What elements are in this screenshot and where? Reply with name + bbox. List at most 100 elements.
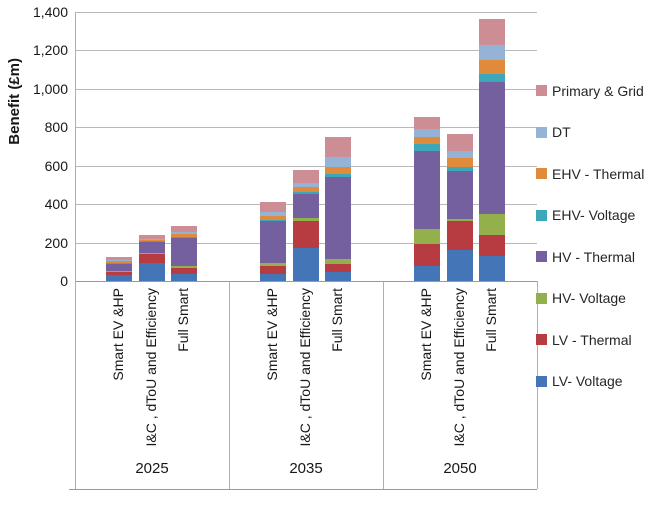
bar-segment-2050-i-c-dtou-and-efficiency-lv-thermal	[446, 221, 473, 250]
bar-segment-2050-full-smart-lv-thermal	[479, 234, 505, 256]
legend-swatch-ehv-thermal-icon	[536, 168, 547, 180]
bar-segment-2025-full-smart-primary-grid	[171, 226, 197, 232]
bar-segment-2025-full-smart-hv-voltage	[171, 266, 197, 268]
bar-segment-2025-full-smart-lv-thermal	[171, 267, 197, 275]
bar-segment-2050-smart-ev-hp-lv-thermal	[414, 244, 440, 266]
legend-swatch-hv-voltage-icon	[536, 292, 547, 304]
y-tick-label: 1,400	[32, 4, 68, 20]
bar-segment-2050-i-c-dtou-and-efficiency-ehv-thermal	[446, 157, 473, 168]
x-category-label-i-c-dtou-and-efficiency: I&C , dToU and Efficiency	[450, 288, 467, 447]
gridline	[75, 127, 537, 129]
bar-segment-2035-i-c-dtou-and-efficiency-dt	[292, 182, 319, 187]
bar-segment-2025-i-c-dtou-and-efficiency-ehv-thermal	[138, 239, 165, 241]
legend-label: HV - Thermal	[552, 248, 635, 265]
bar-segment-2035-full-smart-ehv-voltage	[325, 173, 351, 178]
bar-segment-2025-full-smart-dt	[171, 231, 197, 234]
bar-segment-2050-smart-ev-hp-dt	[414, 129, 440, 137]
bar-segment-2050-i-c-dtou-and-efficiency-hv-thermal	[446, 171, 473, 220]
legend-swatch-hv-thermal-icon	[536, 251, 547, 263]
legend-label: LV - Thermal	[552, 331, 632, 348]
bar-segment-2035-full-smart-lv-voltage	[325, 272, 351, 281]
year-label-2025: 2025	[135, 460, 169, 477]
bar-segment-2035-smart-ev-hp-ehv-voltage	[260, 219, 286, 221]
bar-segment-2035-full-smart-hv-voltage	[325, 258, 351, 264]
y-tick-label: 600	[44, 157, 68, 174]
bar-segment-2050-smart-ev-hp-ehv-thermal	[414, 136, 440, 145]
bar-segment-2050-i-c-dtou-and-efficiency-lv-voltage	[446, 249, 473, 281]
bar-segment-2050-smart-ev-hp-primary-grid	[414, 116, 440, 130]
bar-segment-2050-full-smart-lv-voltage	[479, 256, 505, 281]
x-category-label-smart-ev-hp: Smart EV &HP	[110, 288, 126, 381]
legend-swatch-lv-voltage-icon	[536, 375, 547, 387]
y-tick-label: 1,000	[32, 80, 68, 97]
legend-item-ehv-thermal: EHV - Thermal	[536, 165, 645, 182]
legend-item-lv-voltage: LV- Voltage	[536, 373, 623, 389]
bar-segment-2025-smart-ev-hp-hv-voltage	[106, 270, 132, 272]
bar-segment-2035-smart-ev-hp-hv-voltage	[260, 263, 286, 266]
bar-segment-2025-i-c-dtou-and-efficiency-lv-thermal	[138, 253, 165, 263]
legend-item-hv-thermal: HV - Thermal	[536, 248, 635, 265]
bar-segment-2025-i-c-dtou-and-efficiency-primary-grid	[138, 235, 165, 239]
y-tick-label: 800	[44, 119, 68, 136]
x-axis-baseline	[75, 281, 537, 282]
legend-swatch-primary-grid-icon	[536, 85, 547, 97]
bar-segment-2035-i-c-dtou-and-efficiency-hv-voltage	[292, 217, 319, 221]
legend-label: LV- Voltage	[552, 373, 623, 390]
x-category-label-i-c-dtou-and-efficiency: I&C , dToU and Efficiency	[142, 288, 159, 447]
bar-segment-2025-full-smart-ehv-voltage	[171, 237, 197, 238]
bar-segment-2050-full-smart-hv-voltage	[479, 213, 505, 235]
y-tick-label: 200	[44, 234, 68, 251]
legend-swatch-dt-icon	[536, 126, 547, 138]
bar-segment-2025-smart-ev-hp-lv-voltage	[106, 275, 132, 281]
x-category-label-i-c-dtou-and-efficiency: I&C , dToU and Efficiency	[296, 288, 313, 447]
bar-segment-2035-i-c-dtou-and-efficiency-hv-thermal	[292, 193, 319, 218]
legend-label: EHV - Thermal	[552, 165, 645, 182]
bar-segment-2025-full-smart-ehv-thermal	[171, 233, 197, 238]
y-axis-line	[75, 12, 76, 489]
legend-label: DT	[552, 124, 571, 141]
bar-segment-2025-smart-ev-hp-hv-thermal	[106, 263, 132, 271]
bar-segment-2025-full-smart-hv-thermal	[171, 237, 197, 267]
bar-segment-2050-full-smart-hv-thermal	[479, 82, 505, 214]
bar-segment-2035-smart-ev-hp-primary-grid	[260, 202, 286, 212]
gridline	[75, 50, 537, 52]
legend-item-hv-voltage: HV- Voltage	[536, 290, 626, 306]
y-tick-label: 0	[60, 273, 68, 289]
bar-segment-2035-full-smart-primary-grid	[325, 137, 351, 157]
legend-label: EHV- Voltage	[552, 207, 636, 224]
legend-item-dt: DT	[536, 124, 571, 140]
x-category-label-full-smart: Full Smart	[483, 288, 499, 352]
bar-segment-2050-smart-ev-hp-lv-voltage	[414, 265, 440, 281]
bar-segment-2050-full-smart-dt	[479, 44, 505, 60]
bar-segment-2050-smart-ev-hp-ehv-voltage	[414, 144, 440, 151]
bar-segment-2025-smart-ev-hp-lv-thermal	[106, 271, 132, 276]
bar-segment-2050-full-smart-ehv-voltage	[479, 74, 505, 83]
bar-segment-2025-full-smart-lv-voltage	[171, 274, 197, 281]
x-category-label-full-smart: Full Smart	[175, 288, 191, 352]
bar-segment-2035-smart-ev-hp-dt	[260, 212, 286, 216]
gridline	[75, 12, 537, 13]
x-category-label-smart-ev-hp: Smart EV &HP	[418, 288, 434, 381]
x-category-label-smart-ev-hp: Smart EV &HP	[264, 288, 280, 381]
bar-segment-2035-full-smart-ehv-thermal	[325, 167, 351, 174]
bar-segment-2035-i-c-dtou-and-efficiency-lv-thermal	[292, 220, 319, 248]
legend-item-lv-thermal: LV - Thermal	[536, 331, 632, 348]
bar-segment-2035-i-c-dtou-and-efficiency-ehv-voltage	[292, 191, 319, 194]
bar-segment-2050-smart-ev-hp-hv-voltage	[414, 229, 440, 245]
bar-segment-2025-i-c-dtou-and-efficiency-dt	[138, 238, 165, 240]
bar-segment-2050-full-smart-primary-grid	[479, 18, 505, 45]
bar-segment-2035-smart-ev-hp-lv-thermal	[260, 265, 286, 274]
bar-segment-2035-i-c-dtou-and-efficiency-lv-voltage	[292, 247, 319, 281]
bar-segment-2025-smart-ev-hp-primary-grid	[106, 256, 132, 261]
bar-segment-2035-full-smart-lv-thermal	[325, 263, 351, 273]
bar-segment-2050-full-smart-ehv-thermal	[479, 59, 505, 75]
bar-segment-2025-smart-ev-hp-dt	[106, 260, 132, 262]
year-label-2050: 2050	[443, 460, 477, 477]
bar-segment-2025-i-c-dtou-and-efficiency-hv-voltage	[138, 252, 165, 254]
bar-segment-2025-smart-ev-hp-ehv-thermal	[106, 261, 132, 263]
bar-segment-2035-smart-ev-hp-ehv-thermal	[260, 215, 286, 220]
bar-segment-2050-i-c-dtou-and-efficiency-hv-voltage	[446, 219, 473, 222]
bar-segment-2035-smart-ev-hp-hv-thermal	[260, 220, 286, 264]
